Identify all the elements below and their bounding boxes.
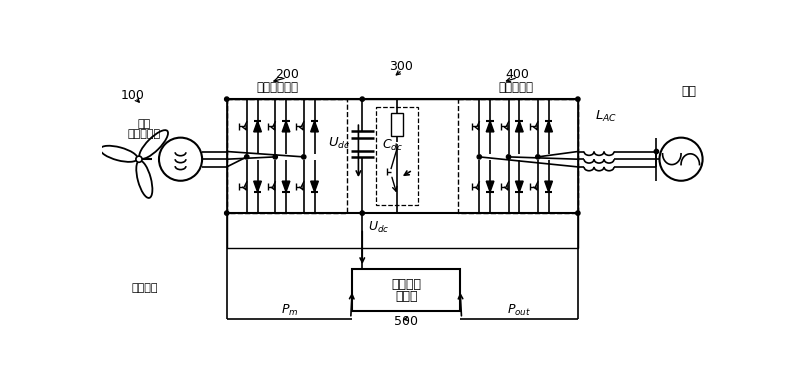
Text: 风电机组: 风电机组: [131, 283, 158, 293]
Bar: [376, 107, 418, 205]
Polygon shape: [486, 181, 494, 192]
Circle shape: [506, 155, 510, 159]
Polygon shape: [545, 181, 553, 192]
Text: $C_{dc}$: $C_{dc}$: [382, 138, 402, 153]
Polygon shape: [486, 121, 494, 132]
Text: 500: 500: [394, 315, 418, 328]
Polygon shape: [545, 121, 553, 132]
Polygon shape: [254, 121, 262, 132]
Text: 永磁: 永磁: [138, 119, 151, 129]
Text: $P_{m}$: $P_{m}$: [281, 303, 298, 319]
Bar: [391, 113, 403, 136]
Polygon shape: [254, 181, 262, 192]
Text: 同步发电机: 同步发电机: [128, 129, 161, 139]
Bar: [458, 99, 578, 213]
Text: 200: 200: [275, 68, 298, 81]
Text: 控制器: 控制器: [395, 290, 418, 303]
Circle shape: [225, 211, 229, 215]
Polygon shape: [515, 121, 523, 132]
Text: $U_{dc}$: $U_{dc}$: [328, 136, 350, 151]
Text: 400: 400: [506, 68, 530, 81]
Circle shape: [576, 211, 580, 215]
Bar: [352, 268, 460, 311]
Polygon shape: [310, 181, 318, 192]
Bar: [226, 99, 578, 248]
Circle shape: [273, 155, 278, 159]
Circle shape: [225, 97, 229, 101]
Text: 100: 100: [121, 89, 145, 102]
Circle shape: [136, 156, 142, 162]
Text: 300: 300: [389, 60, 413, 73]
Circle shape: [360, 97, 365, 101]
Text: $L_{AC}$: $L_{AC}$: [595, 109, 618, 124]
Circle shape: [654, 149, 658, 154]
Circle shape: [477, 155, 482, 159]
Text: 卸荷负载: 卸荷负载: [391, 278, 421, 291]
Circle shape: [245, 155, 249, 159]
Text: $U_{dc}$: $U_{dc}$: [369, 219, 390, 234]
Bar: [226, 99, 347, 213]
Text: 电网: 电网: [682, 85, 696, 98]
Text: 电机侧变换器: 电机侧变换器: [257, 81, 298, 94]
Circle shape: [576, 97, 580, 101]
Polygon shape: [310, 121, 318, 132]
Polygon shape: [282, 181, 290, 192]
Circle shape: [302, 155, 306, 159]
Polygon shape: [515, 181, 523, 192]
Text: $P_{out}$: $P_{out}$: [507, 303, 531, 319]
Text: 网侧变换器: 网侧变换器: [498, 81, 534, 94]
Polygon shape: [282, 121, 290, 132]
Circle shape: [536, 155, 540, 159]
Circle shape: [360, 211, 365, 215]
